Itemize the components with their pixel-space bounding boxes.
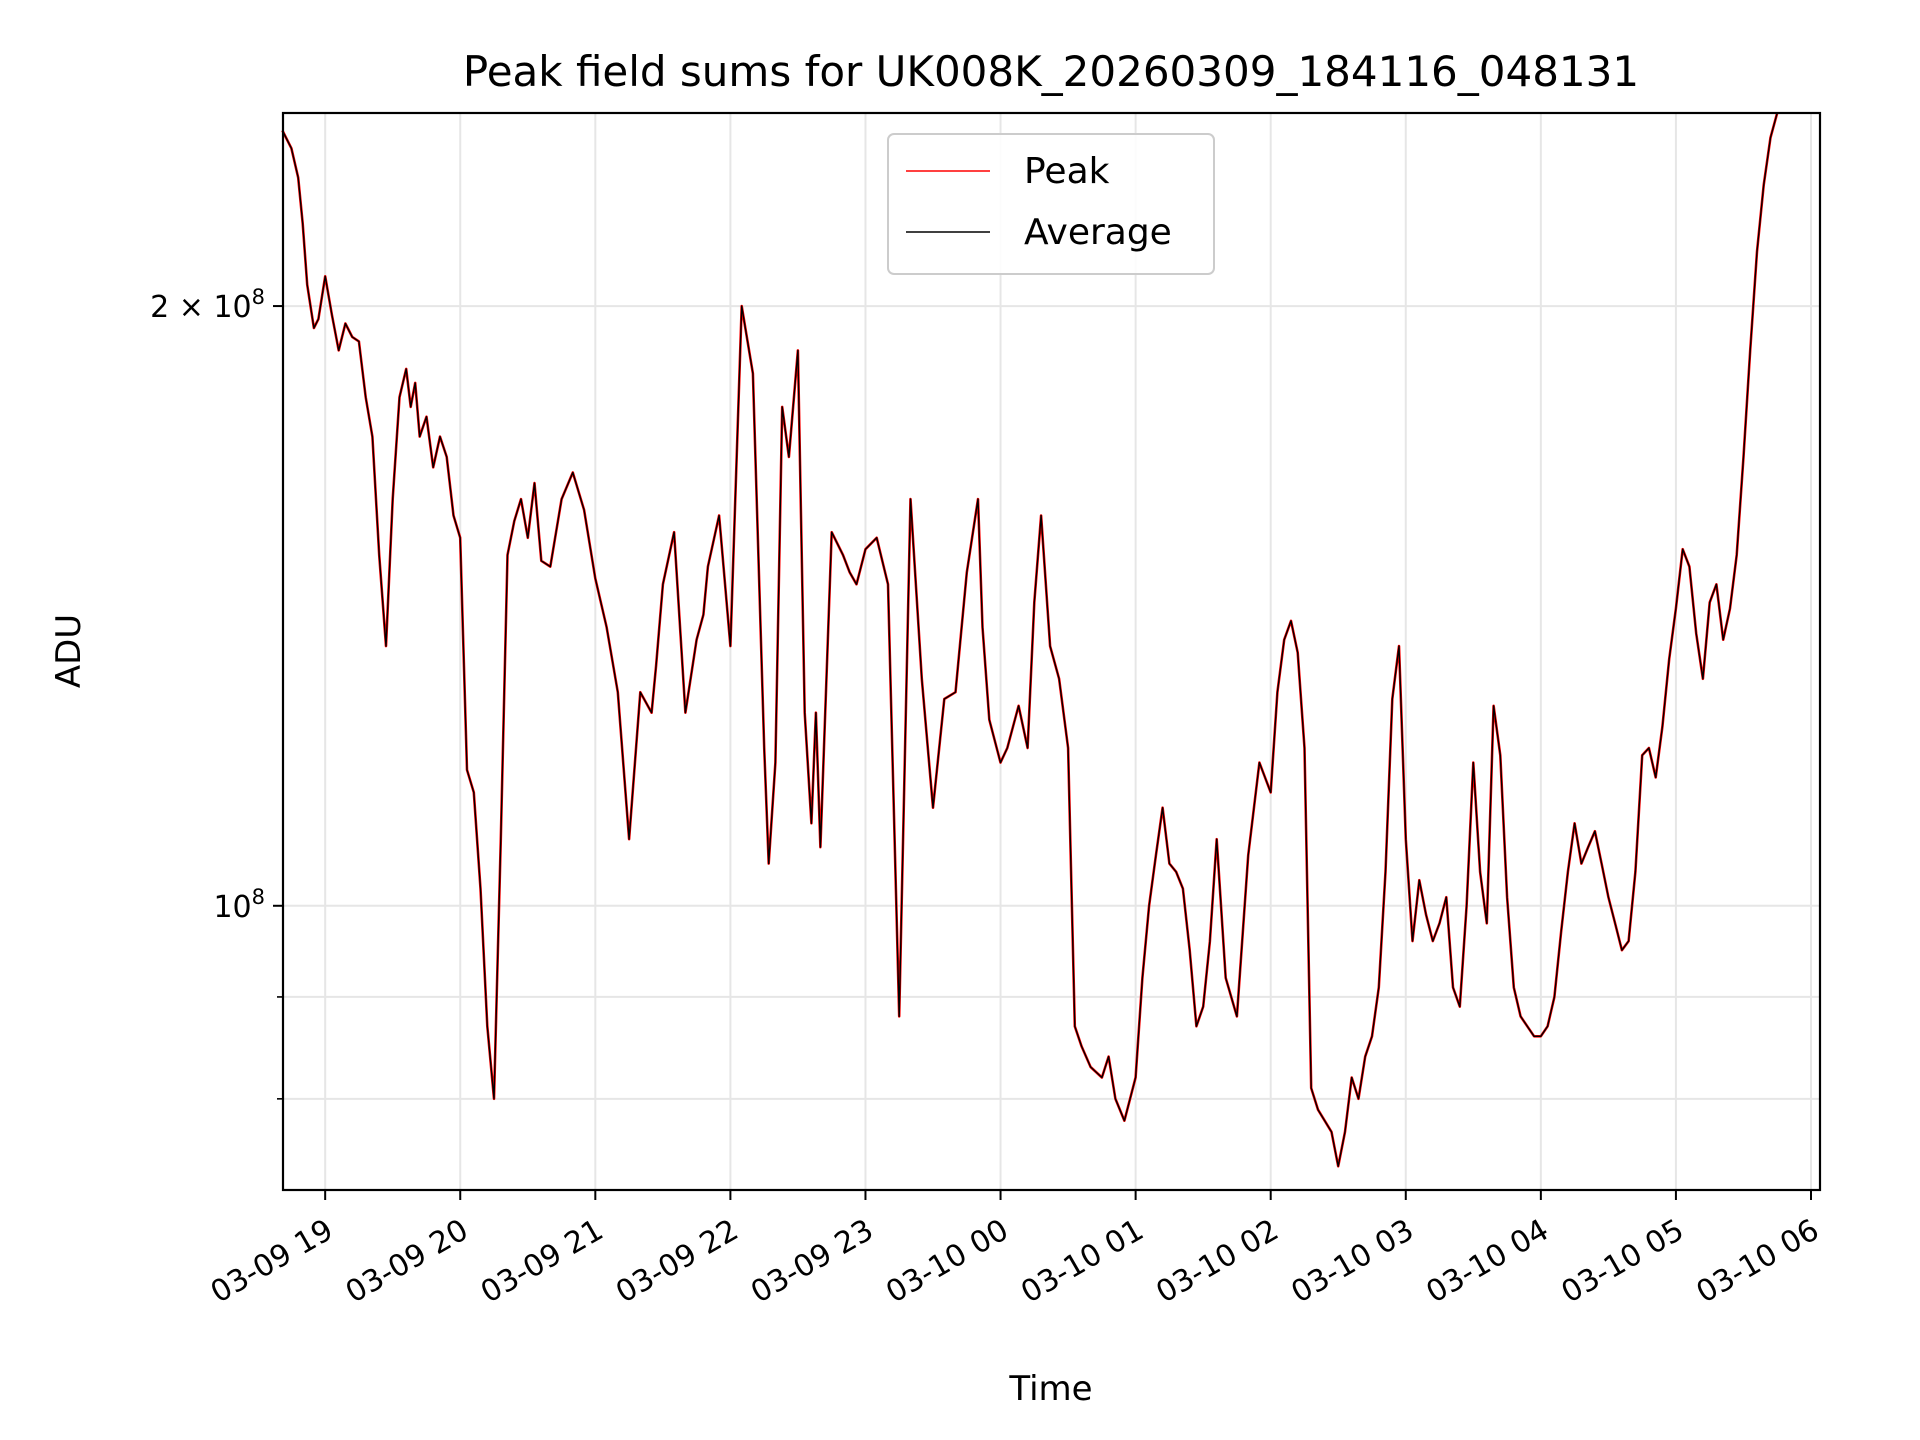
legend-label-average: Average [1024, 212, 1172, 253]
grid-lines [283, 113, 1820, 1190]
chart-title: Peak field sums for UK008K_20260309_1841… [463, 47, 1639, 96]
x-axis-label: Time [1008, 1369, 1092, 1409]
legend: Peak Average [887, 133, 1215, 275]
y-tick-label: 108 [213, 885, 265, 925]
y-tick-label: 2 × 108 [150, 285, 265, 325]
y-axis-label: ADU [49, 614, 89, 688]
plot-series [281, 112, 1779, 1168]
y-axis-ticks: 108 2 × 108 [150, 285, 283, 1100]
series-line-average [281, 112, 1778, 1168]
plot-frame [281, 111, 1822, 1192]
legend-label-peak: Peak [1024, 151, 1110, 192]
legend-box [887, 133, 1215, 275]
